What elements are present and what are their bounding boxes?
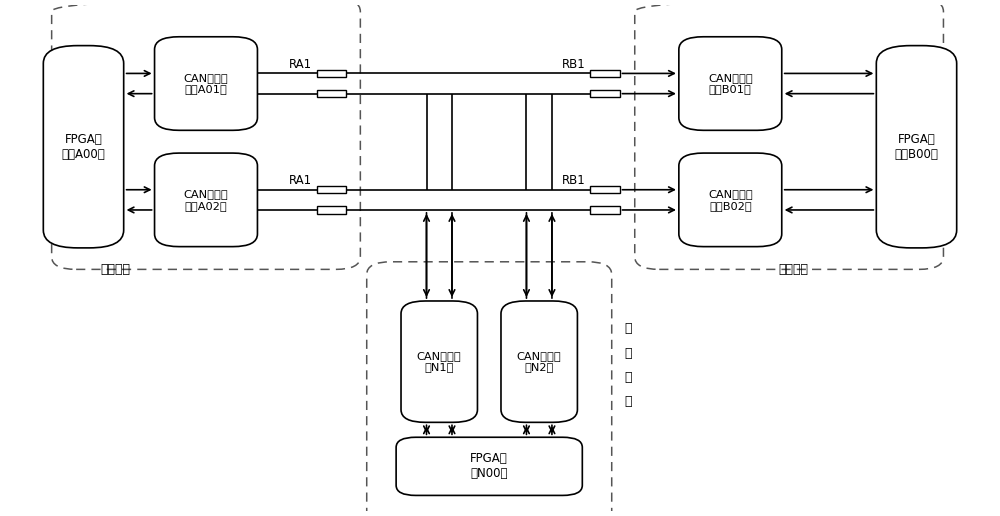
FancyBboxPatch shape [401, 301, 477, 422]
Text: CAN收发器
（首A01）: CAN收发器 （首A01） [184, 73, 228, 94]
Text: FPGA端
（N00）: FPGA端 （N00） [470, 453, 508, 480]
Text: 中: 中 [624, 322, 632, 335]
Text: 点: 点 [624, 395, 632, 408]
Text: RB1: RB1 [562, 58, 585, 71]
Text: CAN收发器
（N1）: CAN收发器 （N1） [417, 351, 462, 373]
FancyBboxPatch shape [396, 437, 582, 495]
FancyBboxPatch shape [679, 153, 782, 247]
Text: CAN收发器
（首A02）: CAN收发器 （首A02） [184, 189, 228, 211]
Text: 端: 端 [624, 371, 632, 384]
Bar [590, 206, 620, 214]
Text: 第二端点: 第二端点 [778, 263, 808, 276]
Text: RA1: RA1 [289, 58, 312, 71]
Bar [590, 90, 620, 97]
Text: 间: 间 [624, 347, 632, 360]
Bar [317, 186, 346, 194]
Text: FPGA端
（末B00）: FPGA端 （末B00） [895, 133, 938, 161]
Bar [590, 70, 620, 77]
FancyBboxPatch shape [876, 45, 957, 248]
FancyBboxPatch shape [501, 301, 577, 422]
FancyBboxPatch shape [155, 37, 257, 131]
Text: CAN收发器
（末B02）: CAN收发器 （末B02） [708, 189, 753, 211]
Bar [317, 70, 346, 77]
Text: FPGA端
（首A00）: FPGA端 （首A00） [62, 133, 105, 161]
Text: CAN收发器
（N2）: CAN收发器 （N2） [517, 351, 562, 373]
Text: 第一端点: 第一端点 [100, 263, 130, 276]
FancyBboxPatch shape [43, 45, 124, 248]
Text: CAN收发器
（末B01）: CAN收发器 （末B01） [708, 73, 753, 94]
FancyBboxPatch shape [155, 153, 257, 247]
Bar [590, 186, 620, 194]
FancyBboxPatch shape [679, 37, 782, 131]
Text: RB1: RB1 [562, 174, 585, 187]
Text: RA1: RA1 [289, 174, 312, 187]
Bar [317, 90, 346, 97]
Bar [317, 206, 346, 214]
